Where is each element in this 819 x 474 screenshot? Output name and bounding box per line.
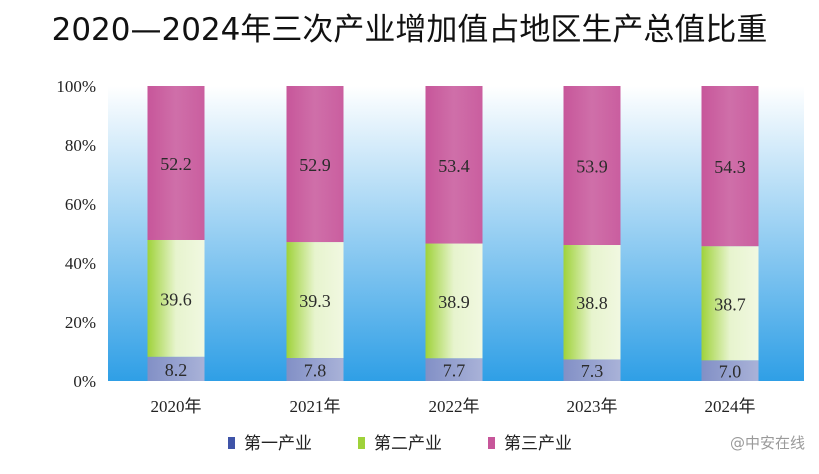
bar-segment-1-4 — [563, 359, 621, 381]
data-label: 54.3 — [714, 157, 746, 177]
x-tick-label: 2020年 — [151, 397, 202, 416]
data-label: 7.3 — [581, 361, 604, 381]
bar-segment-2-1 — [147, 239, 205, 357]
chart-title: 2020—2024年三次产业增加值占地区生产总值比重 — [51, 12, 768, 48]
bar-segment-1-2 — [286, 357, 344, 381]
data-label: 38.9 — [438, 292, 470, 312]
y-tick-label: 40% — [65, 254, 96, 273]
data-label: 8.2 — [165, 360, 188, 380]
bar-segment-3-4 — [563, 86, 621, 246]
x-tick-label: 2022年 — [429, 397, 480, 416]
data-label: 39.3 — [299, 291, 331, 311]
legend-label: 第一产业 — [244, 434, 312, 453]
y-tick-label: 80% — [65, 136, 96, 155]
data-label: 52.2 — [160, 154, 192, 174]
data-label: 7.8 — [304, 360, 327, 380]
legend-label: 第三产业 — [504, 434, 572, 453]
data-label: 38.8 — [576, 293, 608, 313]
legend-swatch — [228, 437, 235, 449]
bar-segment-3-5 — [701, 86, 759, 247]
y-tick-label: 60% — [65, 195, 96, 214]
bar-segment-3-2 — [286, 86, 344, 243]
legend-label: 第二产业 — [374, 434, 442, 453]
y-tick-label: 0% — [73, 372, 96, 391]
bar-segment-1-1 — [147, 356, 205, 381]
bar-segment-2-2 — [286, 242, 344, 358]
bar-segment-1-5 — [701, 360, 759, 381]
x-tick-label: 2023年 — [567, 397, 618, 416]
data-label: 39.6 — [160, 289, 192, 309]
bar-segment-1-3 — [425, 358, 483, 381]
bar-segment-2-4 — [563, 245, 621, 360]
bar-segment-2-3 — [425, 243, 483, 359]
data-label: 38.7 — [714, 294, 746, 314]
data-label: 7.0 — [719, 362, 742, 382]
x-tick-label: 2024年 — [705, 397, 756, 416]
x-tick-label: 2021年 — [290, 397, 341, 416]
legend-swatch — [488, 437, 495, 449]
data-label: 52.9 — [299, 155, 331, 175]
bar-segment-3-3 — [425, 86, 483, 244]
data-label: 53.4 — [438, 156, 470, 176]
data-label: 53.9 — [576, 157, 608, 177]
watermark: @中安在线 — [729, 434, 805, 452]
y-tick-label: 20% — [65, 313, 96, 332]
legend-swatch — [358, 437, 365, 449]
data-label: 7.7 — [443, 361, 466, 381]
bar-segment-3-1 — [147, 86, 205, 240]
bar-segment-2-5 — [701, 246, 759, 361]
y-tick-label: 100% — [56, 77, 96, 96]
